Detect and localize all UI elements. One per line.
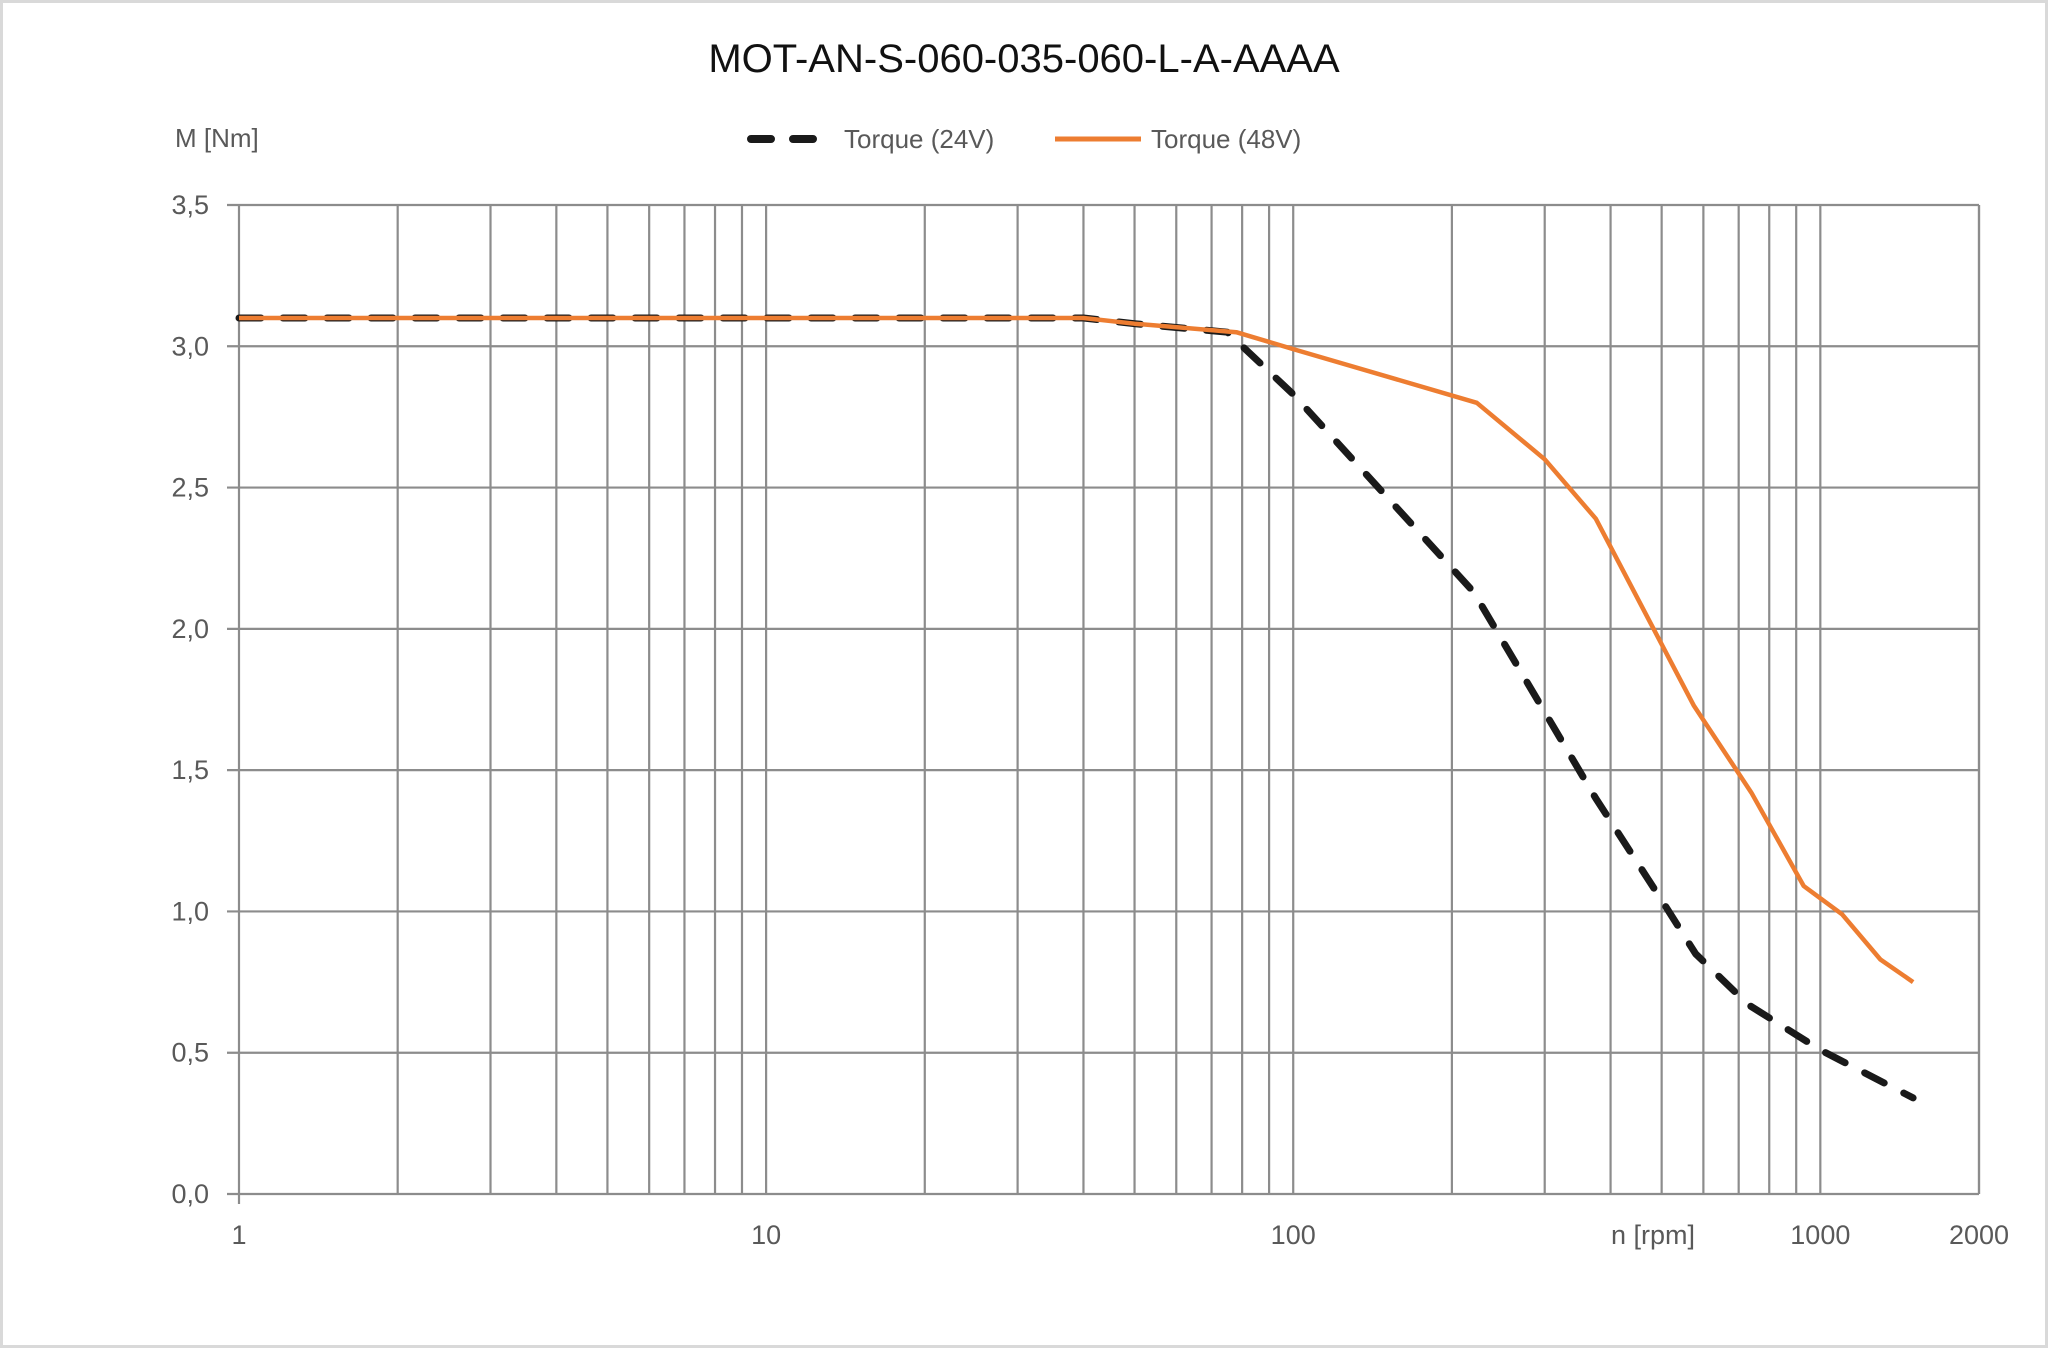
y-tick-label: 3,0: [171, 331, 209, 361]
y-tick-label: 3,5: [171, 190, 209, 220]
x-tick-label: 10: [751, 1220, 781, 1250]
tick-labels: 0,0 0,5 1,0 1,5 2,0 2,5 3,0 3,5 1 10 100 1000 2000: [171, 190, 2009, 1250]
series-lines: [235, 314, 1917, 1102]
y-tick-label: 2,0: [171, 614, 209, 644]
legend: Torque (24V) Torque (48V): [747, 124, 1301, 154]
y-tick-label: 1,5: [171, 755, 209, 785]
x-tick-label: 1: [231, 1220, 246, 1250]
y-axis-label: M [Nm]: [175, 123, 259, 153]
chart-title: MOT-AN-S-060-035-060-L-A-AAAA: [708, 37, 1340, 81]
y-tick-label: 0,5: [171, 1038, 209, 1068]
x-tick-label: 2000: [1949, 1220, 2009, 1250]
y-tick-label: 2,5: [171, 473, 209, 503]
grid: [227, 203, 1981, 1204]
legend-label-24v: Torque (24V): [844, 124, 994, 154]
series-line-48v: [239, 315, 1915, 984]
y-tick-label: 1,0: [171, 896, 209, 926]
y-tick-label: 0,0: [171, 1179, 209, 1209]
legend-label-48v: Torque (48V): [1151, 124, 1301, 154]
x-tick-label: 100: [1271, 1220, 1316, 1250]
x-axis-label: n [rpm]: [1611, 1220, 1695, 1250]
x-tick-label: 1000: [1790, 1220, 1850, 1250]
